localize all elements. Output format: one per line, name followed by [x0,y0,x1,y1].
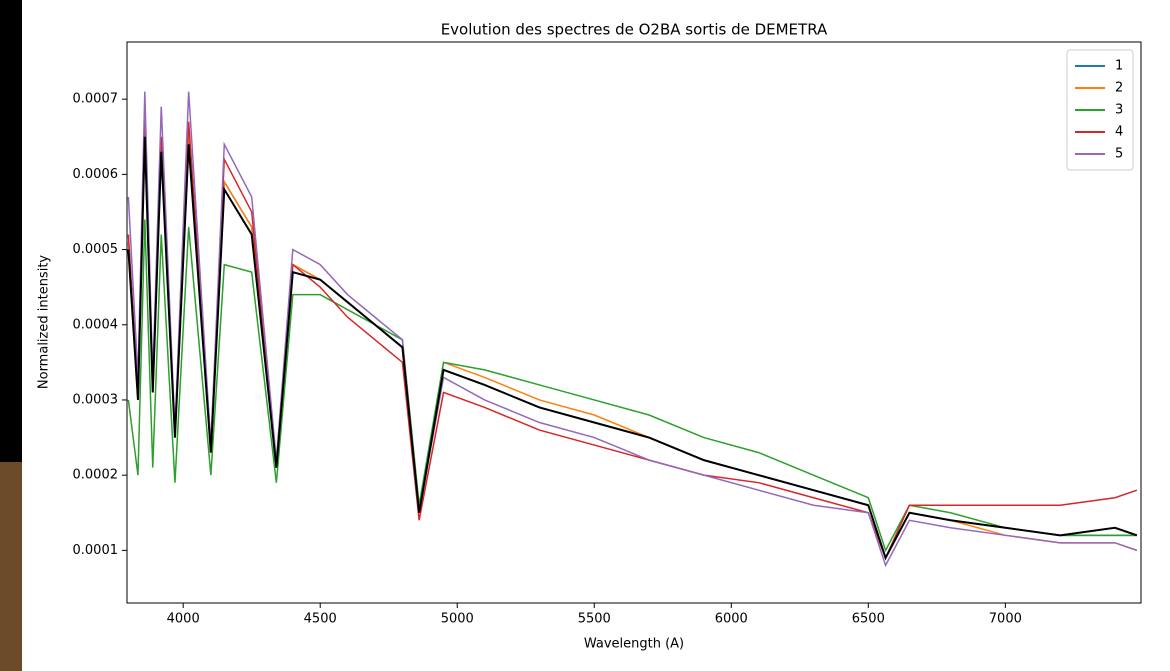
y-tick-label: 0.0006 [73,167,119,182]
chart-title: Evolution des spectres de O2BA sortis de… [441,21,828,39]
y-tick-label: 0.0003 [73,392,119,407]
x-axis-label: Wavelength (A) [584,637,684,652]
legend-label: 2 [1115,81,1123,96]
y-tick-label: 0.0004 [73,317,119,332]
legend-label: 4 [1115,125,1123,140]
photo-edge [0,462,22,671]
x-tick-label: 5500 [578,612,611,627]
x-tick-label: 5000 [441,612,474,627]
x-tick-label: 6500 [852,612,885,627]
y-tick-label: 0.0001 [73,543,119,558]
y-tick-label: 0.0002 [73,468,119,483]
x-tick-label: 4500 [304,612,337,627]
y-tick-label: 0.0007 [73,92,119,107]
y-tick-label: 0.0005 [73,242,119,257]
y-axis-label: Normalized intensity [37,255,52,390]
plot-frame [126,41,1142,604]
figure [22,0,1170,671]
x-tick-label: 6000 [715,612,748,627]
x-tick-label: 4000 [167,612,200,627]
legend-label: 3 [1115,103,1123,118]
series-line [127,136,1138,561]
legend-label: 5 [1115,147,1123,162]
legend-label: 1 [1115,59,1123,74]
x-tick-label: 7000 [989,612,1022,627]
